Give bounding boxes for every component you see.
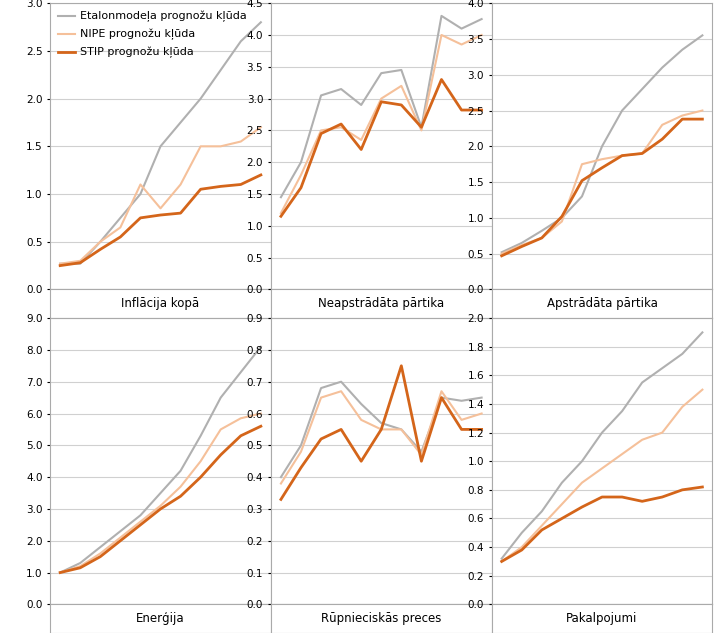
Text: Apstrādāta pārtika: Apstrādāta pārtika (546, 298, 657, 310)
Text: Rūpnieciskās preces: Rūpnieciskās preces (321, 612, 442, 625)
Text: Enerģija: Enerģija (136, 612, 185, 625)
Legend: Etalonmodeļa prognožu kļūda, NIPE prognožu kļūda, STIP prognožu kļūda: Etalonmodeļa prognožu kļūda, NIPE progno… (56, 9, 249, 61)
Text: Inflācija kopā: Inflācija kopā (122, 298, 200, 310)
Text: Neapstrādāta pārtika: Neapstrādāta pārtika (318, 298, 445, 310)
Text: Pakalpojumi: Pakalpojumi (566, 612, 638, 625)
